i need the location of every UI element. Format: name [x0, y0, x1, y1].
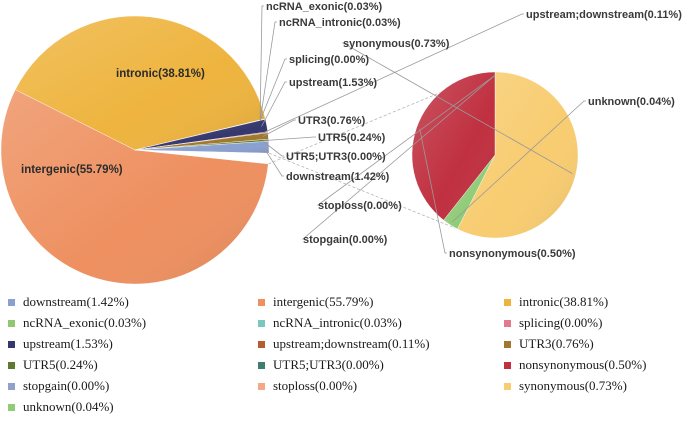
leader-line-splicing: [259, 58, 287, 121]
connector-line-bottom: [268, 152, 456, 229]
pie-label-stopgain: stopgain(0.00%): [303, 234, 388, 246]
pie-slice-shading-downstream: [135, 141, 269, 154]
leader-line-downstream: [263, 147, 284, 177]
pie-slice-shading-intronic: [15, 16, 266, 151]
pie-slice-shading-unknown: [443, 155, 495, 229]
pie-label-upstream: upstream(1.53%): [289, 77, 377, 89]
pie-label-synonymous: synonymous(0.73%): [343, 38, 450, 50]
leader-line-ncrna-exonic: [259, 5, 264, 121]
pie-label-ncrna-exonic: ncRNA_exonic(0.03%): [266, 1, 382, 13]
pie-slice-exonic: [135, 150, 269, 164]
leader-line-unknown: [451, 100, 586, 223]
pie-label-ncrna-intronic: ncRNA_intronic(0.03%): [279, 17, 401, 29]
leader-line-utr5-utr3: [263, 141, 284, 157]
pie-slice-shading-utr5: [135, 139, 269, 150]
leader-line-stoploss: [316, 74, 496, 206]
pie-label-utr5-utr3: UTR5;UTR3(0.00%): [286, 151, 386, 163]
leader-line-stopgain: [301, 74, 496, 240]
main-pie: [0, 15, 270, 285]
pie-slice-shading-nonsynonymous: [411, 71, 495, 221]
pie-label-splicing: splicing(0.00%): [289, 54, 369, 66]
pie-slice-shading-synonymous: [457, 72, 578, 238]
pie-slice-shading-utr3: [135, 132, 269, 150]
pie-label-stoploss: stoploss(0.00%): [318, 200, 402, 212]
pie-label-intronic: intronic(38.81%): [116, 68, 205, 80]
pie-label-downstream: downstream(1.42%): [286, 171, 390, 183]
pie-label-upstream-downstream: upstream;downstream(0.11%): [526, 9, 682, 21]
exonic-detail-pie: [411, 71, 579, 239]
leader-line-upstream-downstream: [262, 13, 524, 134]
pie-labels: intergenic(55.79%) intronic(38.81%) ncRNA_…: [21, 1, 682, 260]
pie-slice-shading-intergenic: [1, 89, 269, 284]
pie-slice-shading-upstream: [135, 119, 268, 150]
pie-label-utr5: UTR5(0.24%): [318, 132, 386, 144]
leader-line-upstream: [261, 81, 287, 127]
leader-line-utr3: [262, 119, 296, 137]
pie-slice-shading-upstream-downstream: [135, 131, 268, 150]
leader-line-utr5: [263, 136, 316, 141]
leader-line-synonymous: [341, 42, 573, 174]
pie-label-intergenic: intergenic(55.79%): [21, 164, 123, 176]
pie-label-nonsynonymous: nonsynonymous(0.50%): [449, 248, 576, 260]
pie-label-unknown: unknown(0.04%): [588, 96, 675, 108]
leader-line-nonsynonymous: [419, 128, 447, 254]
label-leader-lines: [259, 5, 586, 254]
leader-line-ncrna-intronic: [259, 21, 277, 121]
pie-label-utr3: UTR3(0.76%): [298, 115, 366, 127]
